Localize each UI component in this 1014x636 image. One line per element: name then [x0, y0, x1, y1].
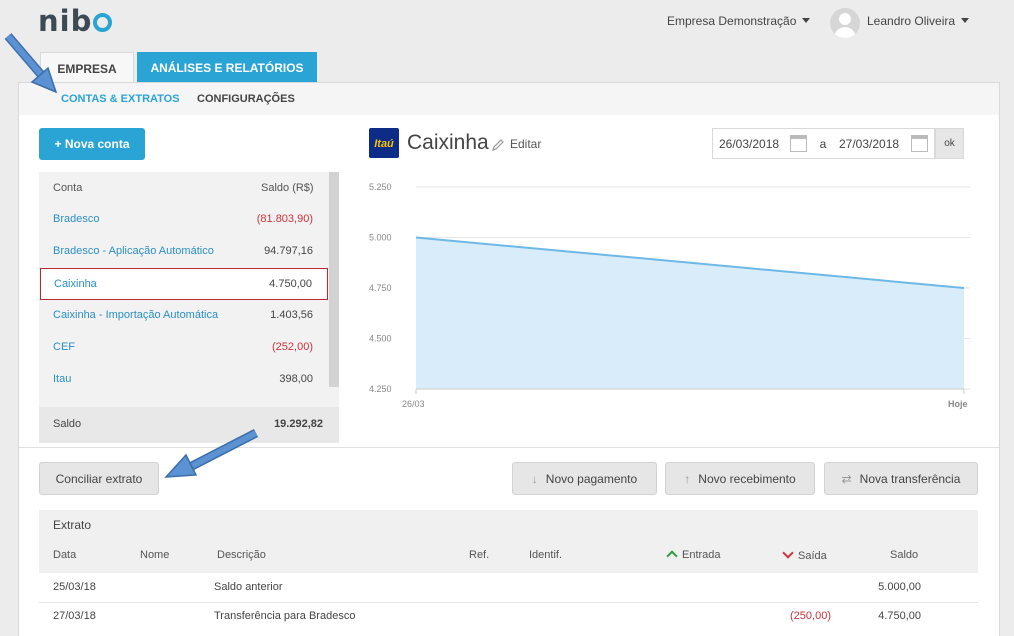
account-balance: 1.403,56 — [270, 309, 313, 321]
date-ok-button[interactable]: ok — [935, 128, 964, 159]
pencil-icon[interactable] — [491, 138, 505, 152]
chart-y-tick-label: 4.250 — [369, 384, 392, 394]
new-account-button[interactable]: + Nova conta — [39, 128, 145, 160]
arrow-down-icon: ↓ — [531, 472, 538, 486]
chart-line — [415, 236, 965, 289]
account-balance: 94.797,16 — [264, 245, 313, 257]
account-balance: 4.750,00 — [269, 278, 312, 290]
chart-y-tick-label: 4.750 — [369, 283, 392, 293]
chart-x-tick-label: 26/03 — [402, 399, 425, 409]
col-saida[interactable]: Saída — [782, 547, 827, 562]
tab-empresa[interactable]: EMPRESA — [40, 52, 134, 83]
date-to-field[interactable]: 27/03/2018 — [833, 128, 935, 159]
account-row-itau[interactable]: Itau 398,00 — [40, 364, 328, 396]
avatar[interactable] — [830, 8, 860, 38]
nibo-logo[interactable]: nib — [38, 4, 113, 38]
user-name: Leandro Oliveira — [867, 14, 956, 28]
user-menu[interactable]: Leandro Oliveira — [867, 14, 970, 28]
accounts-scrollbar[interactable] — [329, 172, 339, 387]
tutorial-arrow-icon — [164, 428, 259, 478]
chart-y-tick-label: 5.000 — [369, 233, 392, 243]
row2-data: 27/03/18 — [53, 610, 96, 622]
account-row-caixinha[interactable]: Caixinha 4.750,00 — [40, 268, 328, 300]
account-row-bradesco[interactable]: Bradesco (81.803,90) — [40, 204, 328, 236]
account-name: CEF — [53, 341, 75, 353]
date-separator: a — [813, 128, 833, 159]
col-descricao[interactable]: Descrição — [217, 549, 266, 561]
chart-area — [416, 237, 964, 389]
nova-transferencia-button[interactable]: ⇄ Nova transferência — [824, 462, 978, 495]
calendar-icon[interactable] — [790, 135, 807, 152]
extrato-header — [39, 510, 978, 573]
chart-x-tick-label: Hoje — [948, 399, 968, 409]
accounts-total-value: 19.292,82 — [274, 418, 323, 430]
arrow-up-icon: ↑ — [684, 472, 691, 486]
chart-x-axis-labels: 26/03 Hoje — [402, 389, 968, 409]
subnav-configuracoes[interactable]: CONFIGURAÇÕES — [197, 93, 295, 105]
company-selector[interactable]: Empresa Demonstração — [667, 14, 811, 28]
row2-descricao: Transferência para Bradesco — [214, 610, 356, 622]
company-name: Empresa Demonstração — [667, 14, 797, 28]
col-nome[interactable]: Nome — [140, 549, 170, 561]
subnav-contas-extratos[interactable]: CONTAS & EXTRATOS — [61, 93, 180, 105]
date-from-field[interactable]: 26/03/2018 — [712, 128, 813, 159]
account-name: Caixinha — [54, 278, 97, 290]
account-balance: 398,00 — [279, 373, 313, 385]
account-row-cef[interactable]: CEF (252,00) — [40, 332, 328, 364]
chevron-up-icon — [666, 550, 678, 562]
tab-analises-relatorios[interactable]: ANÁLISES E RELATÓRIOS — [137, 52, 317, 83]
account-row-caixinha-importacao[interactable]: Caixinha - Importação Automática 1.403,5… — [40, 300, 328, 332]
chevron-down-icon — [961, 18, 970, 23]
chevron-down-icon — [782, 547, 794, 559]
chart-y-tick-label: 5.250 — [369, 182, 392, 192]
account-balance: (81.803,90) — [256, 213, 313, 225]
col-data[interactable]: Data — [53, 549, 77, 561]
account-name: Bradesco - Aplicação Automático — [53, 245, 214, 257]
divider — [19, 447, 999, 448]
tutorial-arrow-icon — [4, 33, 58, 94]
chart-y-axis: 5.250 5.000 4.750 4.500 4.250 — [369, 182, 392, 394]
accounts-col-saldo: Saldo (R$) — [261, 182, 314, 194]
calendar-icon[interactable] — [911, 135, 928, 152]
row1-saldo: 5.000,00 — [878, 581, 921, 593]
chart-y-tick-label: 4.500 — [369, 334, 392, 344]
account-row-bradesco-aplicacao[interactable]: Bradesco - Aplicação Automático 94.797,1… — [40, 236, 328, 268]
row1-data: 25/03/18 — [53, 581, 96, 593]
row2-saldo: 4.750,00 — [878, 610, 921, 622]
novo-recebimento-button[interactable]: ↑ Novo recebimento — [665, 462, 815, 495]
col-saldo[interactable]: Saldo — [890, 549, 919, 561]
chevron-down-icon — [802, 18, 811, 23]
accounts-col-conta: Conta — [53, 182, 83, 194]
extrato-title: Extrato — [53, 518, 92, 532]
balance-chart: 5.250 5.000 4.750 4.500 4.250 26/03 Hoje — [369, 182, 970, 409]
account-name: Caixinha - Importação Automática — [53, 309, 219, 321]
transfer-icon: ⇄ — [841, 472, 852, 486]
novo-pagamento-button[interactable]: ↓ Novo pagamento — [512, 462, 657, 495]
row1-descricao: Saldo anterior — [214, 581, 283, 593]
row2-saida: (250,00) — [790, 610, 831, 622]
account-title: Caixinha — [407, 131, 489, 154]
account-name: Itau — [53, 373, 72, 385]
account-name: Bradesco — [53, 213, 100, 225]
conciliar-extrato-button[interactable]: Conciliar extrato — [39, 462, 159, 495]
col-identif[interactable]: Identif. — [529, 549, 563, 561]
account-balance: (252,00) — [272, 341, 313, 353]
col-ref[interactable]: Ref. — [469, 549, 490, 561]
accounts-total-label: Saldo — [53, 418, 82, 430]
row-divider — [39, 602, 978, 603]
itau-logo: Itaú — [369, 128, 399, 158]
accounts-total-row — [39, 407, 339, 443]
edit-account-link[interactable]: Editar — [510, 137, 542, 151]
col-entrada[interactable]: Entrada — [666, 549, 721, 562]
date-to-value: 27/03/2018 — [839, 137, 900, 151]
date-from-value: 26/03/2018 — [719, 137, 780, 151]
